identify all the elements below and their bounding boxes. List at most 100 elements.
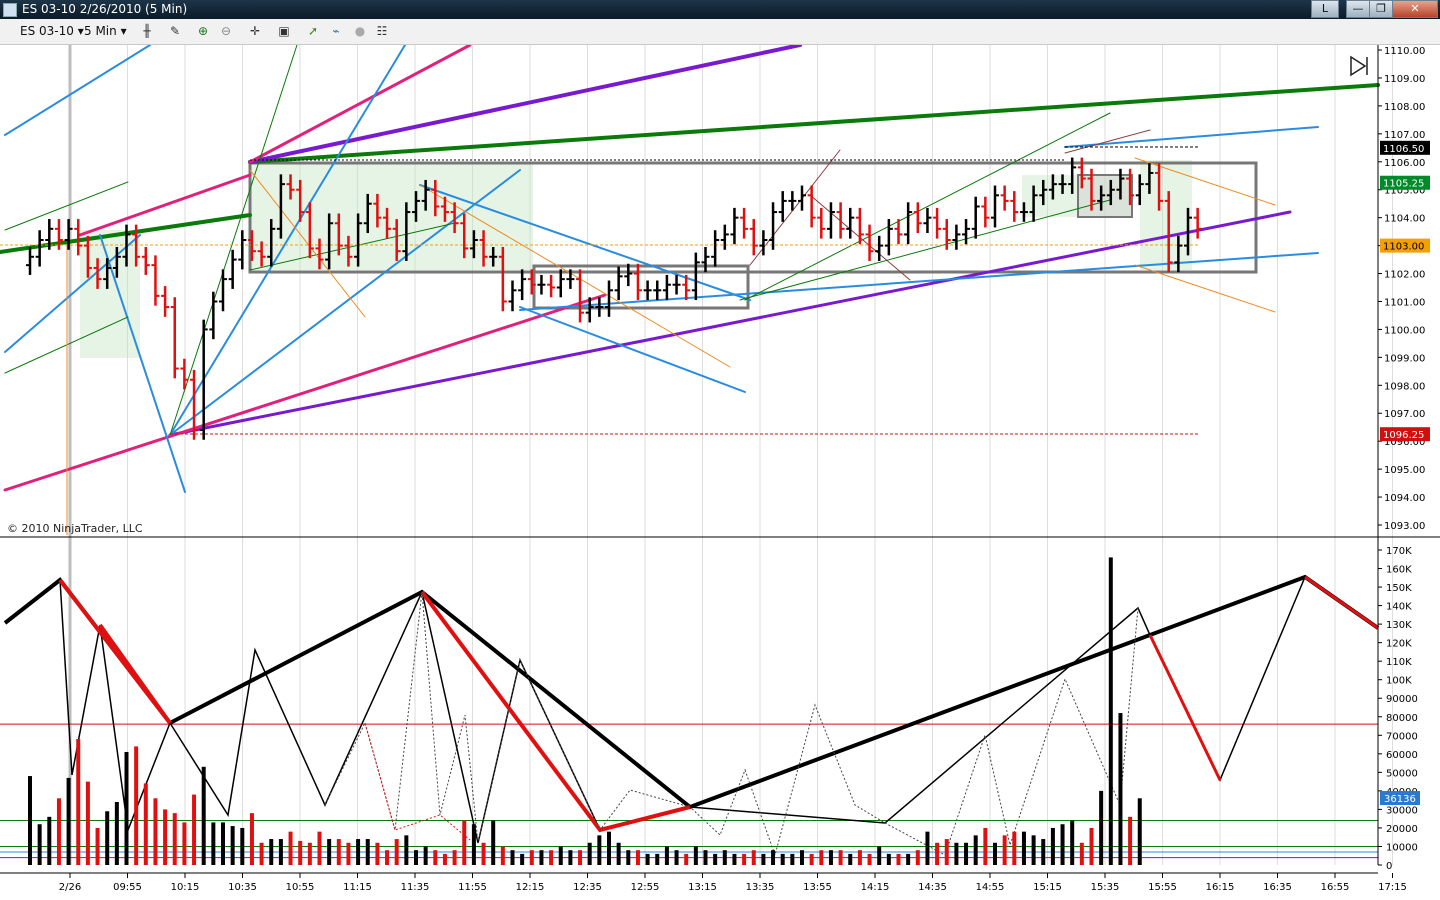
volume-bar [915,850,920,865]
last-volume-badge [1380,791,1420,806]
orange-line [1134,264,1276,313]
volume-bar [153,798,158,865]
bar-type-icon[interactable]: ╫ [143,24,151,38]
zigzag-line [3,574,1380,810]
zigzag-red-line [420,590,691,833]
thin-green-line [739,199,1111,301]
draw-tool-icon[interactable]: ✎ [169,24,181,38]
volume-axis: 0100002000030000400005000060000700008000… [1377,537,1420,872]
volume-bar [317,831,322,865]
price-marker-label: 1096.25 [1383,430,1424,441]
record-icon[interactable]: ● [354,24,366,38]
magenta-trend-line[interactable] [78,173,252,237]
volume-bar [838,850,843,865]
volume-bar [751,850,756,865]
volume-bar [771,850,776,865]
volume-bar [1118,713,1123,865]
data-box-icon[interactable]: ☷ [376,24,388,38]
volume-bar [722,850,727,865]
volume-tick-label: 140K [1386,602,1412,613]
volume-bar [423,846,428,865]
purple-trend-line[interactable] [248,45,802,164]
volume-bar [742,853,747,865]
time-tick-label: 15:15 [1033,882,1062,893]
crosshair-icon[interactable]: ✛ [249,24,261,38]
instrument-label: ES 03-10 [20,24,74,38]
green-trend-line[interactable] [248,83,1380,164]
time-tick-label: 2/26 [59,882,81,893]
volume-bar [1002,835,1007,865]
price-tick-label: 1102.00 [1384,270,1425,281]
volume-bar [1070,820,1075,865]
indicator-icon[interactable]: ⌁ [332,24,340,38]
close-button[interactable]: ✕ [1392,0,1438,18]
volume-bar [404,835,409,865]
volume-bar [471,824,476,865]
blue-trend-line[interactable] [519,252,1319,311]
zoom-in-icon[interactable]: ⊕ [197,24,209,38]
volume-bar [655,853,660,865]
price-tick-label: 1098.00 [1384,381,1425,392]
range-boxes [80,160,1258,358]
volume-bar [597,835,602,865]
shaded-zone [1140,160,1192,270]
volume-bar [1050,827,1055,865]
scroll-end-button[interactable] [1348,54,1370,77]
orange-line [249,169,366,318]
volume-bar [635,850,640,865]
link-button[interactable]: L [1311,0,1339,18]
volume-bar [76,739,81,865]
time-tick-label: 10:35 [228,882,257,893]
volume-bar [732,853,737,865]
volume-tick-label: 130K [1386,620,1412,631]
app-icon [3,3,17,17]
strategy-icon[interactable]: ➚ [307,24,319,38]
restore-button[interactable]: ❐ [1369,0,1393,18]
volume-bar [1128,816,1133,865]
blue-trend-line[interactable] [169,45,406,436]
volume-bar [925,831,930,865]
price-axis: 1093.00 1094.00 1095.00 1096.00 1097.00 1098.… [1377,45,1430,537]
green-trend-line[interactable] [0,213,252,254]
blue-trend-line[interactable] [99,234,186,493]
blue-trend-line[interactable] [4,45,151,136]
volume-bar [143,783,148,865]
magenta-trend-line[interactable] [248,45,472,164]
volume-bar [983,827,988,865]
instrument-selector[interactable]: ES 03-10 ▾ [20,23,84,39]
volume-bar [529,850,534,865]
volume-bar [240,827,245,865]
zigzag-line [59,576,1306,844]
interval-selector[interactable]: 5 Min ▾ [84,23,127,39]
volume-tick-label: 170K [1386,546,1412,557]
minimize-button[interactable]: — [1346,0,1370,18]
scroll-end-icon[interactable] [1348,54,1370,76]
volume-bar [259,842,264,865]
volume-bar [172,813,177,865]
thin-green-line [744,112,1111,301]
volume-bar [230,826,235,865]
volume-bar [973,835,978,865]
volume-bar [964,842,969,865]
blue-trend-line[interactable] [1064,126,1319,148]
purple-trend-line[interactable] [168,210,1292,437]
magenta-trend-line[interactable] [3,293,607,492]
price-tick-label: 1095.00 [1384,465,1425,476]
volume-bar [993,842,997,865]
range-box[interactable] [532,264,750,310]
volume-bar [906,853,911,865]
volume-bar [828,850,833,865]
chart-canvas[interactable]: 1093.00 1094.00 1095.00 1096.00 1097.00 1098.… [0,45,1440,900]
volume-tick-label: 100K [1386,676,1412,687]
properties-icon[interactable]: ▣ [278,24,290,38]
blue-trend-line[interactable] [519,306,746,393]
volume-bar [47,816,52,865]
volume-bar [935,842,940,865]
chart-toolbar: ES 03-10 ▾ 5 Min ▾ ╫ ✎ ⊕ ⊖ ✛ ▣ ➚ ⌁ ● ☷ [0,19,1440,45]
volume-bar [867,853,872,865]
blue-trend-line[interactable] [169,169,521,436]
zoom-out-icon[interactable]: ⊖ [220,24,232,38]
orange-line [419,184,731,368]
volume-bar [163,809,168,865]
brown-line [749,149,841,266]
